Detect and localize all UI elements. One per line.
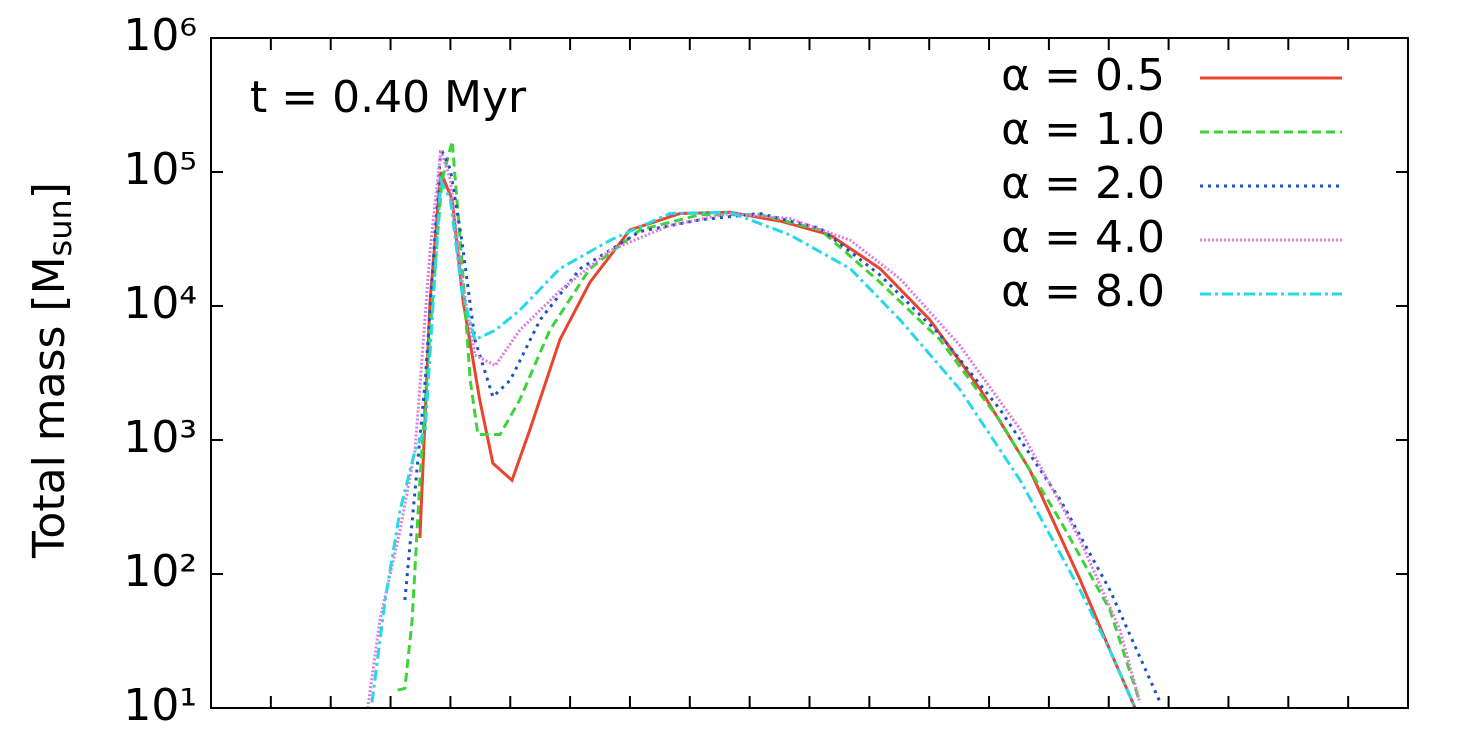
annotation: t = 0.40 Myr [250, 72, 527, 123]
y-tick-label: 10⁴ [123, 278, 197, 329]
legend-label: α = 0.5 [1001, 50, 1165, 101]
y-tick-label: 10⁵ [123, 144, 197, 195]
y-tick-label: 10¹ [123, 680, 197, 731]
series-line [403, 147, 1162, 704]
y-label-end: ] [24, 182, 75, 199]
series-line [370, 174, 1137, 708]
y-label-main: Total mass [M [24, 256, 75, 559]
plot-frame [210, 37, 1409, 709]
series-line [397, 140, 1142, 703]
axes [210, 37, 1409, 709]
y-label-sub: sun [41, 199, 79, 256]
y-tick-label: 10³ [123, 412, 197, 463]
legend-label: α = 8.0 [1001, 266, 1165, 317]
legend-label: α = 4.0 [1001, 212, 1165, 263]
y-tick-label: 10⁶ [123, 10, 197, 61]
y-axis-label: Total mass [Msun] [24, 182, 79, 559]
y-tick-label: 10² [123, 546, 197, 597]
legend-label: α = 2.0 [1001, 158, 1165, 209]
legend-label: α = 1.0 [1001, 104, 1165, 155]
